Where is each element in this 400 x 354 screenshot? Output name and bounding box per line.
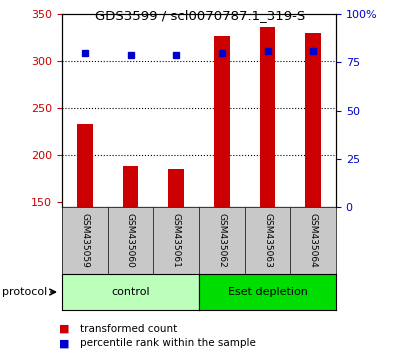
Bar	[214, 36, 230, 207]
Text: ■: ■	[59, 338, 69, 348]
Text: ■: ■	[59, 324, 69, 333]
Bar	[305, 33, 321, 207]
Text: transformed count: transformed count	[80, 324, 177, 333]
Bar	[122, 166, 138, 207]
Text: GSM435059: GSM435059	[80, 213, 89, 268]
Text: GSM435064: GSM435064	[309, 213, 318, 268]
Bar	[168, 170, 184, 207]
Bar	[77, 124, 93, 207]
Text: percentile rank within the sample: percentile rank within the sample	[80, 338, 256, 348]
Text: Eset depletion: Eset depletion	[228, 287, 308, 297]
Text: GSM435060: GSM435060	[126, 213, 135, 268]
Text: GSM435061: GSM435061	[172, 213, 181, 268]
Text: GSM435063: GSM435063	[263, 213, 272, 268]
Text: protocol: protocol	[2, 287, 47, 297]
Text: GSM435062: GSM435062	[217, 213, 226, 268]
Bar	[260, 27, 276, 207]
Text: GDS3599 / scl0070787.1_319-S: GDS3599 / scl0070787.1_319-S	[95, 9, 305, 22]
Text: control: control	[111, 287, 150, 297]
